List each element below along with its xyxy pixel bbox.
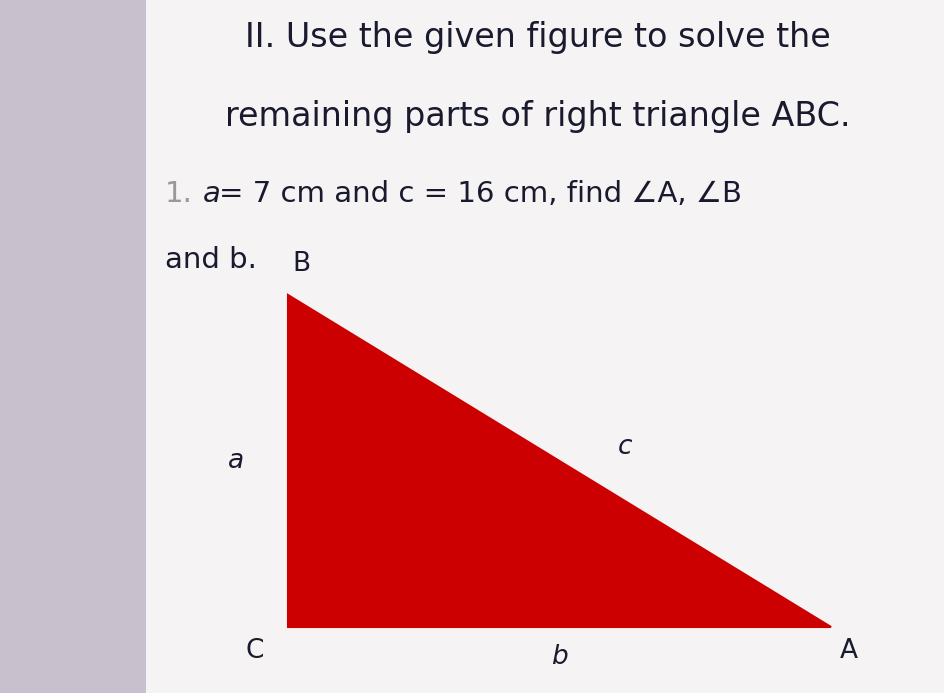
Polygon shape bbox=[288, 295, 831, 627]
Text: = 7 cm and c = 16 cm, find ∠A, ∠B: = 7 cm and c = 16 cm, find ∠A, ∠B bbox=[219, 180, 742, 208]
Text: c: c bbox=[618, 434, 632, 460]
Text: II. Use the given figure to solve the: II. Use the given figure to solve the bbox=[245, 21, 831, 54]
Text: A: A bbox=[840, 638, 858, 664]
Text: 1.: 1. bbox=[165, 180, 194, 208]
Text: a: a bbox=[203, 180, 221, 208]
Text: remaining parts of right triangle ABC.: remaining parts of right triangle ABC. bbox=[226, 100, 851, 134]
Text: and b.: and b. bbox=[165, 246, 257, 274]
Text: B: B bbox=[293, 251, 311, 277]
Text: b: b bbox=[551, 644, 567, 671]
Text: a: a bbox=[228, 448, 244, 474]
Text: C: C bbox=[246, 638, 264, 664]
